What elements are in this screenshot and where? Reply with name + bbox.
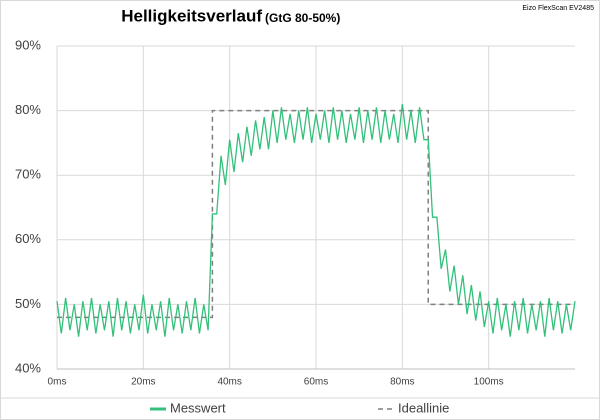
annotation: Eizo FlexScan EV2485 [522, 5, 594, 12]
x-tick-label: 100ms [474, 377, 504, 388]
chart-title: Helligkeitsverlauf [121, 6, 262, 25]
x-tick-label: 20ms [131, 377, 155, 388]
y-tick-label: 80% [15, 102, 41, 117]
y-tick-label: 50% [15, 296, 41, 311]
legend-label: Ideallinie [398, 400, 449, 415]
data-line [56, 104, 576, 337]
data-line [57, 109, 575, 319]
chart-subtitle: (GtG 80-50%) [265, 11, 340, 25]
y-tick-label: 60% [15, 231, 41, 246]
y-tick-label: 70% [15, 167, 41, 182]
x-tick-label: 80ms [390, 377, 414, 388]
y-tick-label: 40% [15, 360, 41, 375]
y-tick-label: 90% [15, 37, 41, 52]
x-tick-label: 40ms [217, 377, 241, 388]
x-tick-label: 0ms [48, 377, 67, 388]
legend-label: Messwert [170, 400, 226, 415]
x-tick-label: 60ms [304, 377, 328, 388]
